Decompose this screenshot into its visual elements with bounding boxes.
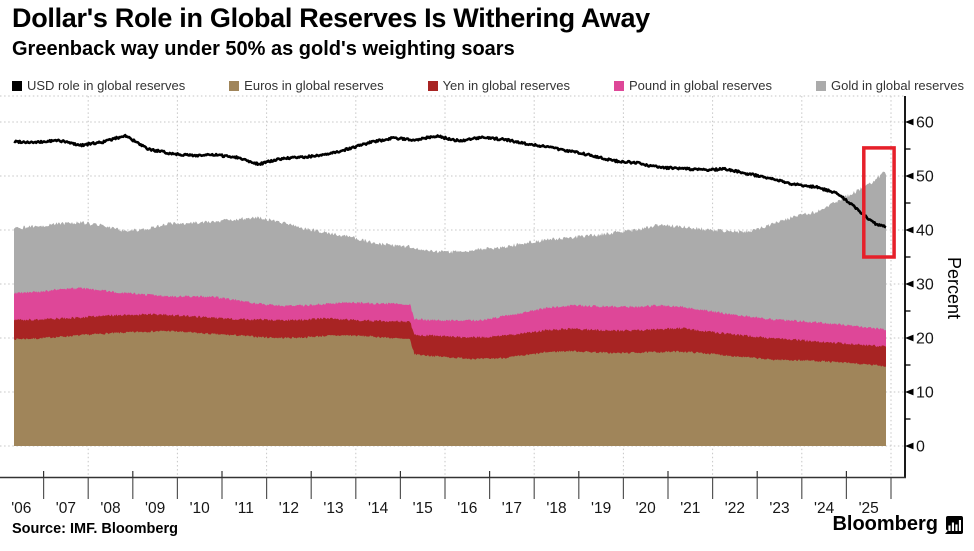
y-tick-label: 40	[916, 223, 934, 240]
legend-label: USD role in global reserves	[27, 78, 186, 93]
y-tick-label: 0	[916, 439, 925, 456]
x-axis-labels: '06 '07 '08 '09 '10 '11 '12 '13 '14 '15 '16 '17 '18 '…	[11, 500, 879, 517]
highlight-box	[862, 146, 896, 259]
usd-swatch-icon	[12, 80, 22, 91]
legend-item-gold: Gold in global reserves	[815, 78, 964, 93]
legend-item-yen: Yen in global reserves	[427, 78, 571, 93]
legend-item-usd: USD role in global reserves	[12, 78, 185, 93]
x-tick-label: '12	[279, 500, 299, 517]
axes	[0, 96, 906, 499]
bloomberg-wordmark: Bloomberg	[832, 513, 938, 535]
legend-label: Euros in global reserves	[244, 78, 384, 93]
chart-subtitle: Greenback way under 50% as gold's weight…	[12, 38, 515, 60]
y-tick-label: 10	[916, 385, 934, 402]
x-tick-label: '18	[546, 500, 566, 517]
x-tick-label: '24	[814, 500, 835, 517]
gold-swatch-icon	[815, 80, 826, 91]
legend-label: Gold in global reserves	[830, 78, 964, 93]
yen-swatch-icon	[427, 80, 438, 91]
y-tick-label: 30	[916, 277, 934, 294]
x-tick-label: '22	[725, 500, 745, 517]
x-tick-label: '16	[457, 500, 477, 517]
legend-item-euros: Euros in global reserves	[229, 78, 384, 93]
y-axis-title: Percent	[944, 257, 964, 319]
x-tick-label: '21	[680, 500, 700, 517]
x-tick-label: '06	[11, 500, 31, 517]
bloomberg-logo: Bloomberg	[832, 513, 964, 536]
x-tick-label: '15	[413, 500, 433, 517]
x-tick-label: '20	[636, 500, 657, 517]
x-tick-label: '10	[190, 500, 211, 517]
x-tick-label: '25	[859, 500, 879, 517]
x-tick-label: '19	[591, 500, 611, 517]
usd-line	[13, 133, 887, 229]
x-tick-label: '17	[502, 500, 522, 517]
legend-item-pound: Pound in global reserves	[613, 78, 773, 93]
pound-swatch-icon	[613, 80, 624, 91]
x-tick-label: '23	[769, 500, 789, 517]
x-tick-label: '11	[235, 500, 254, 517]
bloomberg-terminal-icon	[945, 515, 963, 534]
legend-label: Yen in global reserves	[442, 78, 571, 93]
chart-title: Dollar's Role in Global Reserves Is With…	[12, 3, 650, 33]
x-tick-label: '08	[100, 500, 120, 517]
stacked-areas	[14, 171, 886, 446]
euros-swatch-icon	[229, 80, 240, 91]
x-tick-label: '09	[145, 500, 165, 517]
y-tick-label: 60	[916, 115, 934, 132]
x-tick-label: '14	[368, 500, 389, 517]
x-tick-label: '07	[56, 500, 76, 517]
y-axis: 0 10 20 30 40 50 60 Percent	[905, 115, 964, 456]
source-note: Source: IMF. Bloomberg	[12, 521, 178, 537]
x-tick-label: '13	[323, 500, 343, 517]
legend-label: Pound in global reserves	[628, 78, 773, 93]
area-euros-in-global-reserves	[14, 330, 886, 446]
y-tick-label: 50	[916, 169, 934, 186]
y-tick-label: 20	[916, 331, 934, 348]
chart-legend: USD role in global reserves Euros in glo…	[12, 78, 964, 93]
